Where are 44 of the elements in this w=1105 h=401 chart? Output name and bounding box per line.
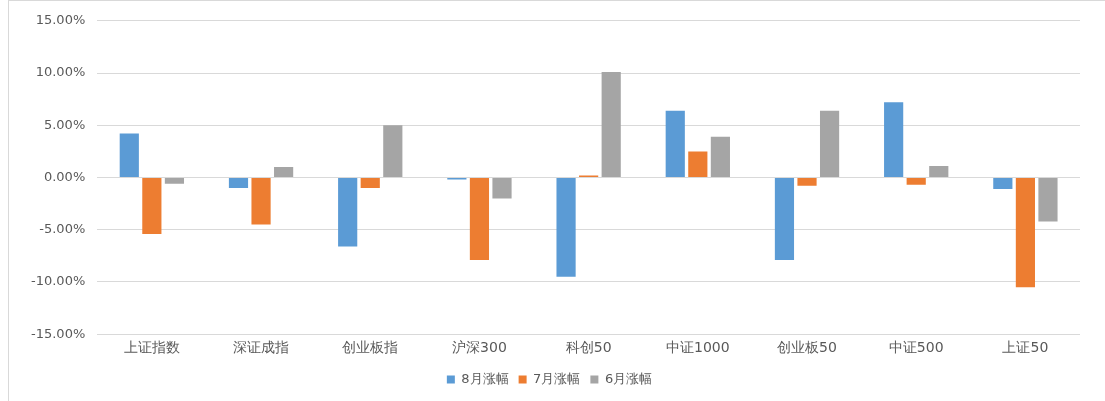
x-tick-label: 中证1000: [666, 339, 730, 356]
y-tick-label: 0.00%: [43, 168, 86, 184]
bar: [119, 133, 139, 177]
bar: [274, 167, 294, 177]
x-tick-label: 创业板指: [342, 339, 399, 356]
y-tick-label: 15.00%: [35, 12, 86, 28]
bar: [338, 178, 358, 247]
bar: [993, 178, 1013, 189]
bar: [688, 151, 708, 177]
bar: [360, 178, 380, 188]
x-tick-label: 上证指数: [123, 339, 180, 356]
y-tick-label: 10.00%: [35, 64, 86, 80]
bar: [797, 178, 817, 186]
x-tick-label: 沪深300: [452, 339, 507, 356]
bar: [228, 178, 249, 188]
bar: [492, 178, 512, 199]
bar: [774, 178, 795, 261]
bar: [142, 178, 162, 234]
x-tick-label: 创业板50: [777, 339, 837, 356]
legend-label: 6月涨幅: [604, 370, 653, 386]
bar: [1038, 178, 1058, 222]
bar: [929, 166, 949, 177]
bar: [665, 110, 685, 177]
x-tick-label: 上证50: [1002, 339, 1049, 356]
y-tick-label: -5.00%: [39, 221, 86, 237]
bar: [383, 125, 403, 177]
bar: [556, 178, 576, 277]
bar: [164, 178, 185, 184]
y-tick-label: 5.00%: [43, 116, 86, 132]
legend-label: 8月涨幅: [461, 370, 509, 386]
legend-label: 7月涨幅: [533, 370, 581, 386]
bar: [906, 178, 926, 185]
y-tick-label: -15.00%: [30, 325, 86, 341]
x-tick-label: 深证成指: [233, 339, 290, 356]
bar: [469, 178, 490, 261]
bar: [710, 136, 730, 177]
bar: [819, 110, 840, 177]
bar: [251, 178, 271, 225]
bar: [884, 102, 904, 177]
bar: [601, 71, 621, 177]
x-tick-label: 中证500: [888, 339, 944, 356]
bar: [1015, 178, 1035, 288]
y-tick-label: -10.00%: [30, 273, 86, 289]
x-tick-label: 科创50: [565, 339, 612, 356]
